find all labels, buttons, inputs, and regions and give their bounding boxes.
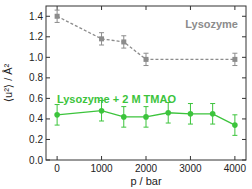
error-bar	[232, 115, 237, 136]
y-tick-label: 0.6	[29, 93, 43, 104]
error-bar	[210, 104, 215, 125]
x-tick	[190, 156, 191, 160]
plot-frame	[46, 6, 246, 160]
error-cap	[55, 125, 60, 126]
error-bar	[188, 104, 193, 125]
x-tick-label: 1000	[90, 163, 113, 174]
marker	[232, 122, 238, 128]
x-tick	[57, 156, 58, 160]
chart: 0.0 0.2 0.4 0.6 0.8 1.0 1.2 1.4 0 1000 2000 3000 400…	[0, 0, 252, 189]
error-bar	[232, 53, 237, 65]
x-tick	[234, 6, 235, 10]
x-tick	[234, 156, 235, 160]
error-bar	[121, 107, 126, 128]
y-tick-label: 0.0	[29, 155, 43, 166]
series-label: Lysozyme + 2 M TMAO	[57, 93, 177, 105]
x-tick	[101, 156, 102, 160]
marker	[188, 111, 194, 117]
marker	[99, 36, 104, 41]
error-cap	[188, 103, 193, 104]
x-tick	[57, 6, 58, 10]
marker	[121, 114, 127, 120]
error-cap	[188, 124, 193, 125]
marker	[54, 112, 60, 118]
marker	[144, 57, 149, 62]
x-tick-label: 3000	[179, 163, 202, 174]
error-bar	[121, 36, 126, 48]
error-cap	[144, 127, 149, 128]
y-tick-label: 0.2	[29, 134, 43, 145]
error-cap	[232, 53, 237, 54]
marker	[210, 111, 216, 117]
error-bar	[55, 10, 60, 22]
error-bar	[55, 105, 60, 126]
y-tick	[46, 77, 50, 78]
x-tick	[146, 6, 147, 10]
plot-area	[54, 10, 237, 135]
error-cap	[55, 22, 60, 23]
error-cap	[232, 135, 237, 136]
marker	[143, 114, 149, 120]
y-tick	[242, 36, 246, 37]
error-cap	[121, 48, 126, 49]
y-tick-label: 0.4	[29, 113, 43, 124]
error-cap	[232, 114, 237, 115]
error-cap	[232, 65, 237, 66]
error-cap	[121, 127, 126, 128]
y-tick	[46, 118, 50, 119]
error-bar	[166, 103, 171, 124]
marker	[232, 57, 237, 62]
y-tick-label: 1.4	[29, 11, 43, 22]
y-axis-title: ⟨u²⟩ / Å²	[2, 63, 14, 102]
y-tick-label: 0.8	[29, 72, 43, 83]
y-tick	[46, 36, 50, 37]
series-label: Lysozyme	[185, 18, 238, 30]
x-tick-label: 4000	[224, 163, 247, 174]
error-cap	[210, 103, 215, 104]
y-tick	[242, 98, 246, 99]
y-tick	[242, 118, 246, 119]
y-tick	[46, 98, 50, 99]
x-tick	[146, 156, 147, 160]
y-tick	[46, 57, 50, 58]
x-tick-label: 0	[54, 163, 60, 174]
x-tick	[190, 6, 191, 10]
marker	[165, 110, 171, 116]
y-tick-label: 1.2	[29, 31, 43, 42]
marker	[55, 14, 60, 19]
y-tick-label: 1.0	[29, 52, 43, 63]
error-cap	[166, 123, 171, 124]
error-bar	[144, 53, 149, 65]
error-cap	[144, 106, 149, 107]
marker	[121, 39, 126, 44]
x-axis-title: p / bar	[130, 175, 162, 187]
error-cap	[121, 106, 126, 107]
error-cap	[121, 35, 126, 36]
error-bar	[99, 33, 104, 45]
x-tick	[101, 6, 102, 10]
y-tick	[242, 57, 246, 58]
error-cap	[55, 10, 60, 11]
error-cap	[99, 32, 104, 33]
y-tick	[46, 16, 50, 17]
y-tick	[242, 139, 246, 140]
x-tick-label: 2000	[135, 163, 158, 174]
error-cap	[210, 124, 215, 125]
error-cap	[99, 45, 104, 46]
error-cap	[144, 65, 149, 66]
error-cap	[144, 53, 149, 54]
error-bar	[144, 107, 149, 128]
y-tick	[242, 16, 246, 17]
y-tick	[46, 139, 50, 140]
y-tick	[242, 77, 246, 78]
error-cap	[99, 120, 104, 121]
marker	[99, 108, 105, 114]
